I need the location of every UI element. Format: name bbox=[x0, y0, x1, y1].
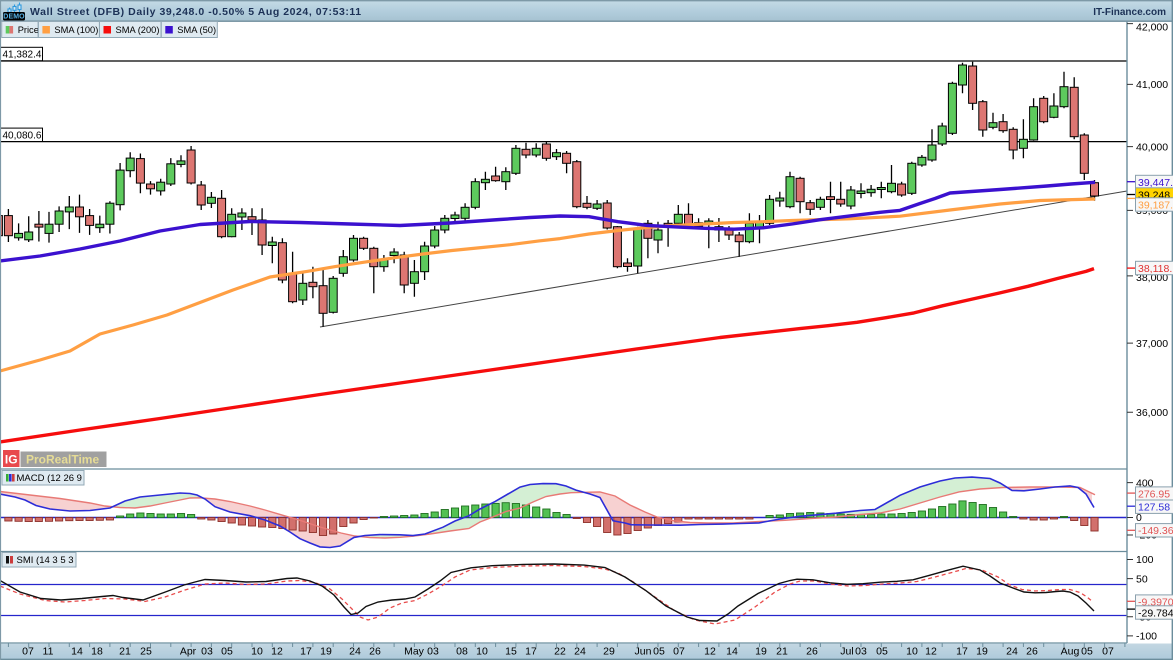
svg-text:36,000: 36,000 bbox=[1136, 407, 1168, 419]
svg-text:03: 03 bbox=[201, 646, 213, 658]
svg-text:03: 03 bbox=[855, 646, 867, 658]
svg-text:-149.36: -149.36 bbox=[1138, 525, 1173, 537]
svg-text:19: 19 bbox=[755, 646, 767, 658]
svg-text:39,187..: 39,187.. bbox=[1138, 199, 1173, 211]
svg-text:Jul: Jul bbox=[840, 646, 853, 658]
svg-text:17: 17 bbox=[525, 646, 537, 658]
svg-text:11: 11 bbox=[43, 646, 54, 658]
svg-text:14: 14 bbox=[71, 646, 83, 658]
svg-text:17: 17 bbox=[956, 646, 968, 658]
svg-text:May: May bbox=[404, 646, 425, 658]
svg-text:100: 100 bbox=[1136, 554, 1154, 566]
svg-text:05: 05 bbox=[221, 646, 233, 658]
svg-text:22: 22 bbox=[554, 646, 566, 658]
svg-text:24: 24 bbox=[1006, 646, 1018, 658]
svg-text:37,000: 37,000 bbox=[1136, 338, 1168, 350]
svg-text:03: 03 bbox=[427, 646, 439, 658]
svg-text:18: 18 bbox=[91, 646, 103, 658]
svg-text:24: 24 bbox=[574, 646, 586, 658]
svg-text:SMA (200): SMA (200) bbox=[116, 25, 160, 35]
svg-text:08: 08 bbox=[456, 646, 468, 658]
svg-text:12: 12 bbox=[925, 646, 937, 658]
svg-text:10: 10 bbox=[906, 646, 918, 658]
svg-text:50: 50 bbox=[1136, 573, 1148, 585]
svg-text:12: 12 bbox=[704, 646, 716, 658]
svg-text:127.58: 127.58 bbox=[1138, 502, 1170, 514]
svg-text:Jun: Jun bbox=[635, 646, 652, 658]
svg-text:21: 21 bbox=[119, 646, 131, 658]
svg-text:38,000: 38,000 bbox=[1136, 272, 1168, 284]
svg-text:29: 29 bbox=[603, 646, 615, 658]
svg-text:MACD (12 26 9: MACD (12 26 9 bbox=[17, 473, 82, 484]
svg-text:Price: Price bbox=[18, 25, 39, 35]
svg-text:ProRealTime: ProRealTime bbox=[26, 453, 99, 467]
svg-text:24: 24 bbox=[349, 646, 361, 658]
svg-text:07: 07 bbox=[22, 646, 34, 658]
svg-text:14: 14 bbox=[726, 646, 738, 658]
svg-text:19: 19 bbox=[976, 646, 988, 658]
svg-text:SMA (100): SMA (100) bbox=[54, 25, 98, 35]
svg-text:SMA (50): SMA (50) bbox=[177, 25, 216, 35]
svg-text:12: 12 bbox=[271, 646, 283, 658]
svg-text:26: 26 bbox=[369, 646, 381, 658]
svg-text:400: 400 bbox=[1136, 477, 1154, 489]
svg-text:42,000: 42,000 bbox=[1136, 22, 1168, 34]
svg-text:-29.784: -29.784 bbox=[1138, 607, 1173, 619]
svg-text:Aug: Aug bbox=[1061, 646, 1080, 658]
svg-text:05: 05 bbox=[653, 646, 665, 658]
svg-text:10: 10 bbox=[251, 646, 263, 658]
svg-text:SMI (14 3 5 3: SMI (14 3 5 3 bbox=[17, 555, 74, 566]
svg-text:DEMO: DEMO bbox=[3, 14, 25, 21]
svg-text:25: 25 bbox=[140, 646, 152, 658]
svg-text:19: 19 bbox=[320, 646, 332, 658]
svg-text:40,000: 40,000 bbox=[1136, 141, 1168, 153]
svg-text:IT-Finance.com: IT-Finance.com bbox=[1093, 7, 1166, 18]
svg-text:26: 26 bbox=[806, 646, 818, 658]
svg-text:Apr: Apr bbox=[180, 646, 197, 658]
svg-text:Wall Street (DFB) Daily 39,248: Wall Street (DFB) Daily 39,248.0 -0.50% … bbox=[30, 6, 362, 18]
svg-text:0: 0 bbox=[1136, 512, 1142, 524]
svg-text:40,080.6: 40,080.6 bbox=[3, 130, 42, 141]
svg-text:26: 26 bbox=[1026, 646, 1038, 658]
svg-text:41,382.4: 41,382.4 bbox=[3, 50, 42, 61]
svg-text:-100: -100 bbox=[1136, 631, 1157, 643]
svg-text:05: 05 bbox=[1081, 646, 1093, 658]
svg-text:IG: IG bbox=[5, 453, 18, 467]
svg-text:276.95: 276.95 bbox=[1138, 488, 1170, 500]
svg-text:15: 15 bbox=[505, 646, 517, 658]
svg-text:10: 10 bbox=[476, 646, 488, 658]
svg-text:38,118..: 38,118.. bbox=[1138, 263, 1173, 275]
svg-text:07: 07 bbox=[673, 646, 685, 658]
svg-text:17: 17 bbox=[300, 646, 312, 658]
svg-text:21: 21 bbox=[776, 646, 788, 658]
svg-text:07: 07 bbox=[1102, 646, 1114, 658]
svg-text:05: 05 bbox=[876, 646, 888, 658]
svg-text:39,447..: 39,447.. bbox=[1138, 177, 1173, 189]
svg-text:41,000: 41,000 bbox=[1136, 79, 1168, 91]
